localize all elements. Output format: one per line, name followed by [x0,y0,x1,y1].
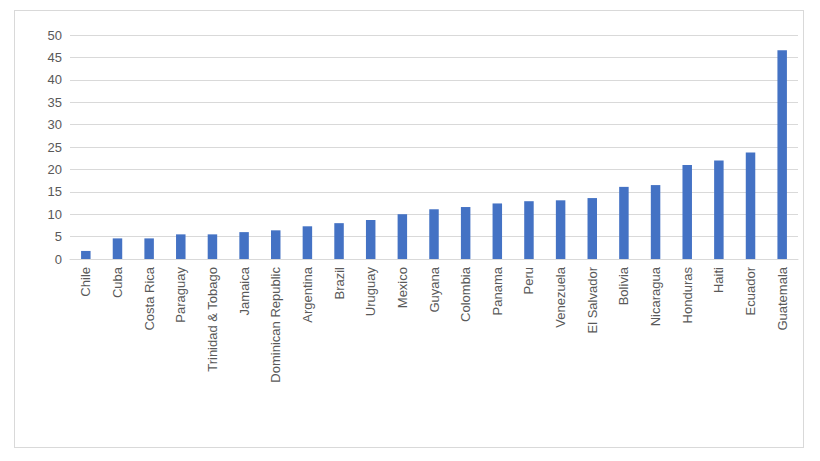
svg-text:35: 35 [48,95,62,110]
svg-text:50: 50 [48,28,62,43]
svg-text:Mexico: Mexico [395,267,410,308]
svg-text:Uruguay: Uruguay [363,267,378,317]
svg-text:El Salvador: El Salvador [585,266,600,333]
svg-text:45: 45 [48,50,62,65]
svg-text:Venezuela: Venezuela [553,266,568,327]
svg-text:Haiti: Haiti [711,267,726,293]
svg-text:30: 30 [48,117,62,132]
svg-text:10: 10 [48,207,62,222]
svg-text:Costa Rica: Costa Rica [142,266,157,330]
svg-text:Guyana: Guyana [427,266,442,312]
svg-text:Ecuador: Ecuador [743,266,758,315]
svg-text:5: 5 [55,229,62,244]
svg-text:Dominican Republic: Dominican Republic [268,267,283,383]
svg-text:Argentina: Argentina [300,266,315,322]
svg-text:Jamaica: Jamaica [237,266,252,315]
svg-text:Peru: Peru [521,267,536,294]
svg-text:Bolivia: Bolivia [616,266,631,305]
svg-text:Guatemala: Guatemala [775,266,790,330]
svg-text:Brazil: Brazil [332,267,347,300]
svg-text:15: 15 [48,184,62,199]
svg-text:20: 20 [48,162,62,177]
svg-text:Nicaragua: Nicaragua [648,266,663,326]
svg-text:Chile: Chile [78,267,93,297]
svg-text:Colombia: Colombia [458,266,473,322]
svg-text:Paraguay: Paraguay [173,267,188,323]
svg-text:Cuba: Cuba [110,266,125,298]
svg-text:0: 0 [55,252,62,267]
svg-text:Panama: Panama [490,266,505,315]
svg-text:Honduras: Honduras [680,267,695,324]
svg-text:40: 40 [48,72,62,87]
svg-text:Trinidad & Tobago: Trinidad & Tobago [205,267,220,372]
svg-text:25: 25 [48,140,62,155]
